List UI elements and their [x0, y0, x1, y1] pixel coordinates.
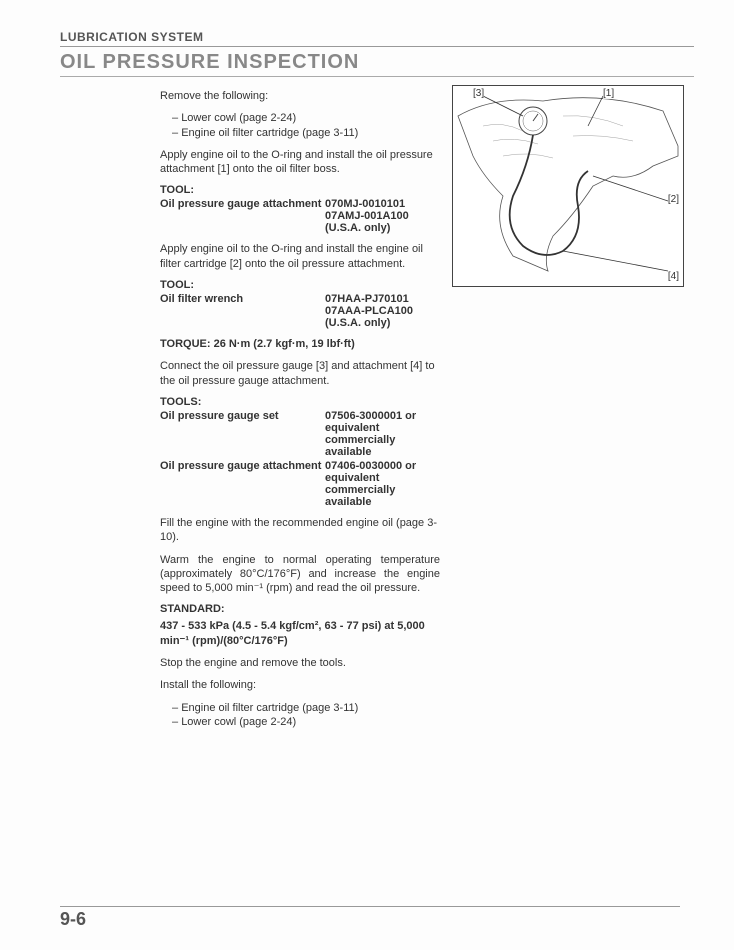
list-item: Engine oil filter cartridge (page 3-11) [172, 701, 440, 715]
tool-label: TOOL: [160, 184, 440, 196]
standard-label: STANDARD: [160, 603, 440, 615]
tool-code: 070MJ-0010101 07AMJ-001A100 (U.S.A. only… [325, 198, 409, 234]
body-text: Warm the engine to normal operating temp… [160, 553, 440, 596]
page-title: OIL PRESSURE INSPECTION [60, 51, 694, 77]
torque-spec: TORQUE: 26 N·m (2.7 kgf·m, 19 lbf·ft) [160, 337, 440, 351]
tool-code: 07HAA-PJ70101 07AAA-PLCA100 (U.S.A. only… [325, 293, 413, 329]
tool-label: TOOL: [160, 279, 440, 291]
tool-code: 07406-0030000 or equivalent commercially… [325, 460, 435, 508]
install-label: Install the following: [160, 678, 440, 692]
figure-callout: [1] [603, 88, 614, 99]
body-text: Apply engine oil to the O-ring and insta… [160, 148, 440, 177]
body-text: Apply engine oil to the O-ring and insta… [160, 242, 440, 271]
body-text: Stop the engine and remove the tools. [160, 656, 440, 670]
section-label: LUBRICATION SYSTEM [60, 30, 203, 44]
tool-name: Oil pressure gauge attachment [160, 198, 325, 234]
tools-label: TOOLS: [160, 396, 440, 408]
body-text: Connect the oil pressure gauge [3] and a… [160, 359, 440, 388]
remove-label: Remove the following: [160, 89, 440, 103]
figure-diagram: [3] [1] [2] [4] [452, 85, 684, 287]
standard-value: 437 - 533 kPa (4.5 - 5.4 kgf/cm², 63 - 7… [160, 619, 440, 648]
list-item: Engine oil filter cartridge (page 3-11) [172, 126, 440, 140]
page-number: 9-6 [60, 906, 680, 930]
list-item: Lower cowl (page 2-24) [172, 715, 440, 729]
figure-callout: [4] [668, 271, 679, 282]
install-list: Engine oil filter cartridge (page 3-11) … [160, 701, 440, 730]
tool-name: Oil pressure gauge set [160, 410, 325, 458]
remove-list: Lower cowl (page 2-24) Engine oil filter… [160, 111, 440, 140]
figure-callout: [2] [668, 194, 679, 205]
list-item: Lower cowl (page 2-24) [172, 111, 440, 125]
figure-callout: [3] [473, 88, 484, 99]
tool-name: Oil filter wrench [160, 293, 325, 329]
tool-code: 07506-3000001 or equivalent commercially… [325, 410, 435, 458]
tool-name: Oil pressure gauge attachment [160, 460, 325, 508]
body-text: Fill the engine with the recommended eng… [160, 516, 440, 545]
